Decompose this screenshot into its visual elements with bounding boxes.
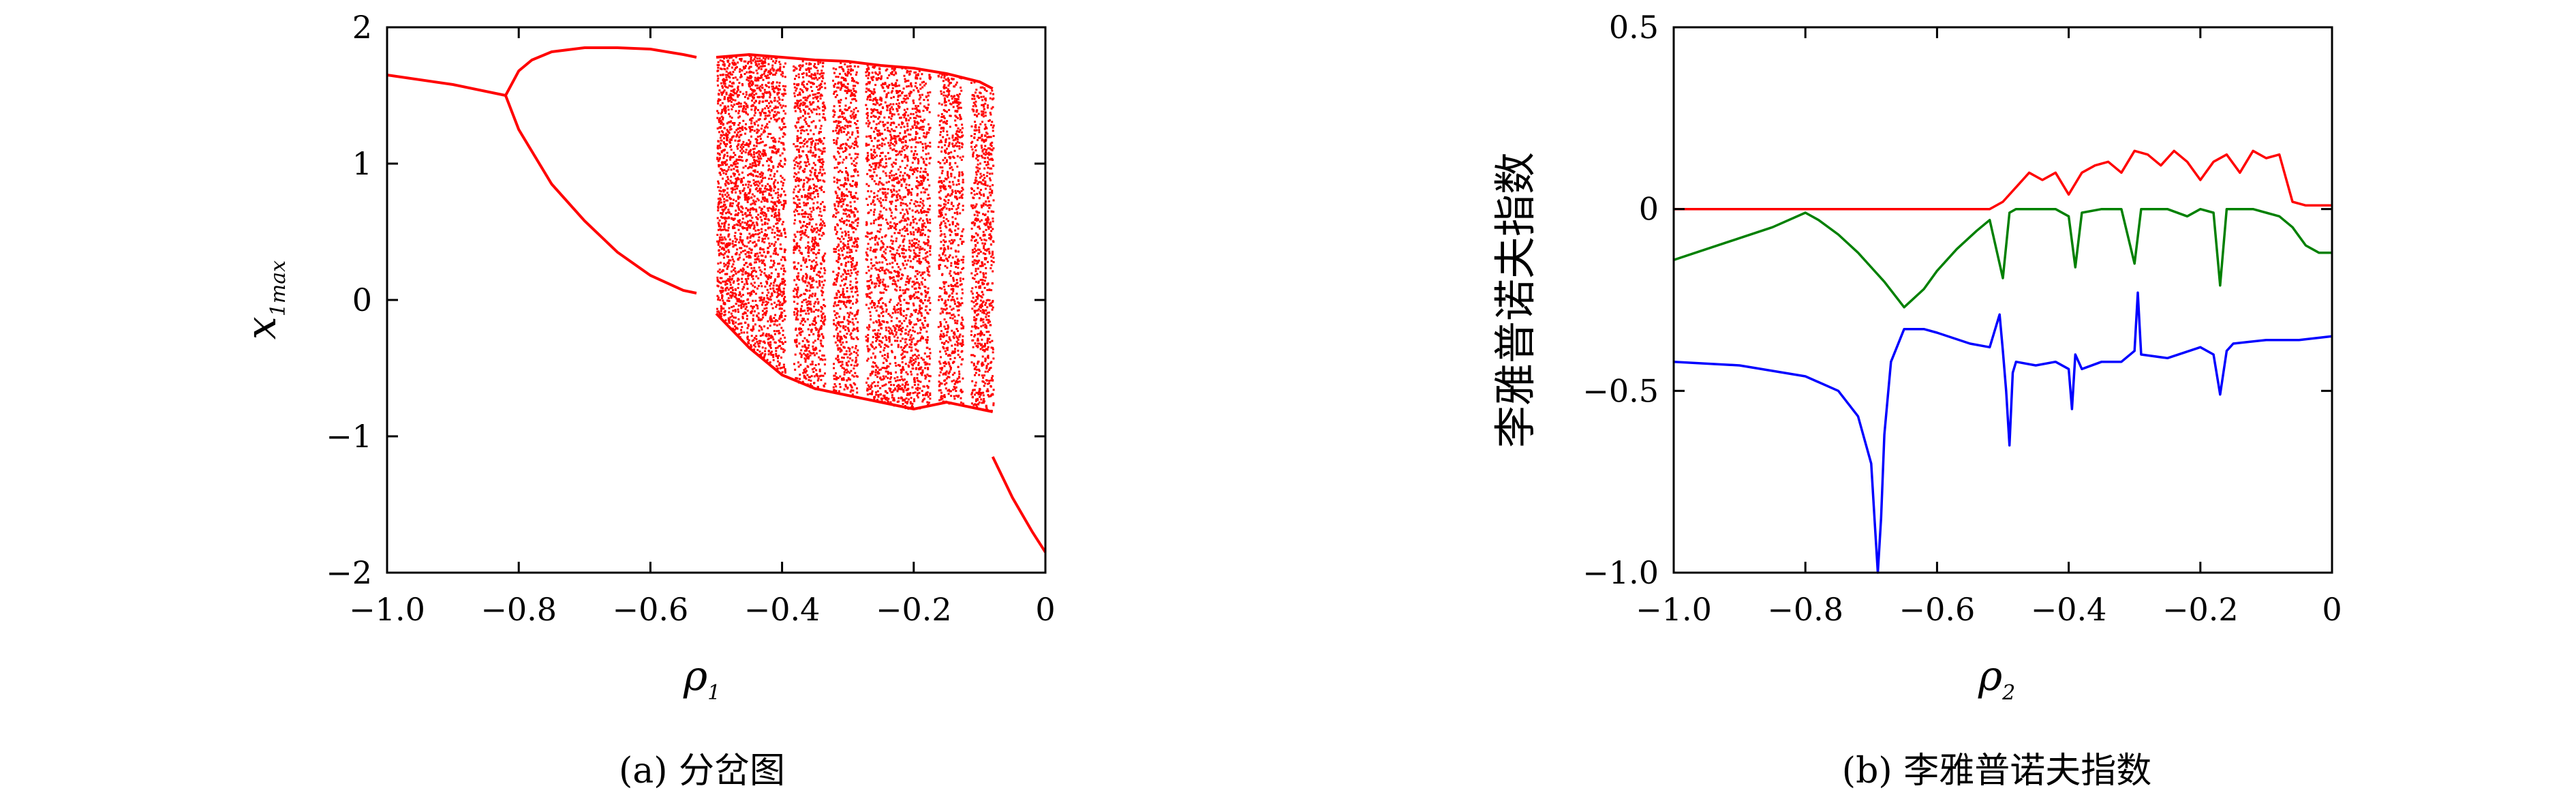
panel-b-frame — [1672, 26, 2333, 574]
x-tick-label: −0.2 — [876, 591, 952, 628]
y-tick-label: 0.5 — [1609, 9, 1659, 46]
bifurcation-branch — [504, 95, 697, 295]
panel-b-xlabel: ρ2 — [1978, 652, 2015, 705]
panel-a-ticks: −1.0 −0.8 −0.6 −0.4 −0.2 0 −2 −1 0 1 2 — [326, 9, 1055, 628]
panel-a-ylabel: x1max — [238, 260, 290, 340]
panel-b-lyapunov: −1.0 −0.8 −0.6 −0.4 −0.2 0 −1.0 −0.5 0 0.5 ρ2 李雅普… — [1490, 9, 2342, 792]
lyapunov-lines — [1673, 149, 2333, 574]
y-tick-label: −1 — [326, 418, 372, 455]
x-tick-label: −0.6 — [613, 591, 689, 628]
y-tick-label: −1.0 — [1582, 554, 1659, 591]
y-tick-label: 1 — [352, 145, 372, 182]
bifurcation-branch — [991, 456, 1047, 554]
panel-b-ticks: −1.0 −0.8 −0.6 −0.4 −0.2 0 −1.0 −0.5 0 0.5 — [1582, 9, 2342, 628]
x-tick-label: −0.8 — [1767, 591, 1843, 628]
y-tick-label: 0 — [1639, 191, 1659, 228]
x-tick-label: −0.8 — [480, 591, 557, 628]
x-tick-label: 0 — [1035, 591, 1055, 628]
lyapunov-exponent-1-line — [1674, 149, 2332, 211]
lyapunov-exponent-2-line — [1673, 207, 2332, 309]
lyapunov-exponent-3-line — [1673, 291, 2333, 574]
bifurcation-points — [386, 46, 1047, 554]
panel-a-xlabel: ρ1 — [683, 652, 720, 705]
panel-a-caption: (a) 分岔图 — [619, 751, 785, 792]
x-tick-label: −0.6 — [1899, 591, 1976, 628]
y-tick-label: 2 — [352, 9, 372, 46]
x-tick-label: −0.4 — [744, 591, 821, 628]
panel-b-caption: (b) 李雅普诺夫指数 — [1842, 751, 2151, 792]
x-tick-label: −0.2 — [2162, 591, 2239, 628]
panel-b-ylabel: 李雅普诺夫指数 — [1490, 152, 1540, 448]
panel-a-frame — [386, 26, 1047, 574]
x-tick-label: 0 — [2322, 591, 2342, 628]
chaotic-band-points — [716, 55, 995, 412]
bifurcation-branch — [715, 312, 994, 413]
bifurcation-branch — [386, 74, 506, 97]
y-tick-label: −0.5 — [1582, 372, 1659, 409]
y-tick-label: −2 — [326, 554, 372, 591]
x-tick-label: −1.0 — [349, 591, 425, 628]
panel-a-bifurcation: −1.0 −0.8 −0.6 −0.4 −0.2 0 −2 −1 0 1 2 ρ1 x1max (a… — [238, 9, 1056, 792]
x-tick-label: −0.4 — [2031, 591, 2107, 628]
bifurcation-branch — [504, 46, 697, 96]
y-tick-label: 0 — [352, 282, 372, 318]
x-tick-label: −1.0 — [1636, 591, 1712, 628]
bifurcation-branch — [716, 52, 994, 90]
